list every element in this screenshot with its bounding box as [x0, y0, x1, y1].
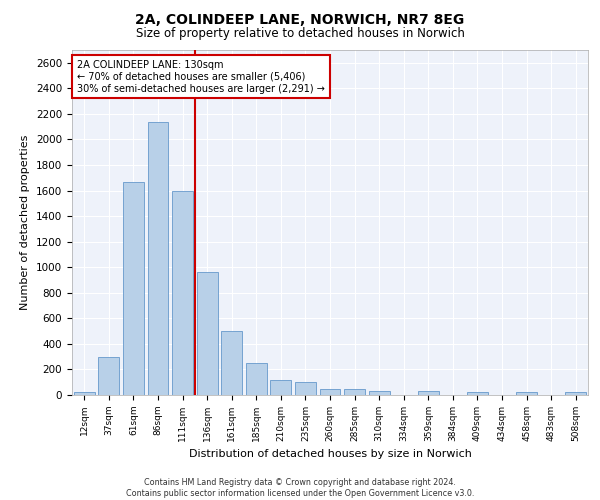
Bar — [172, 190, 193, 395]
Bar — [74, 392, 95, 395]
Bar — [467, 392, 488, 395]
Text: 2A, COLINDEEP LANE, NORWICH, NR7 8EG: 2A, COLINDEEP LANE, NORWICH, NR7 8EG — [136, 12, 464, 26]
Bar — [148, 122, 169, 395]
Bar — [246, 363, 267, 395]
Bar — [368, 390, 389, 395]
Bar — [98, 356, 119, 395]
Bar — [320, 388, 340, 395]
Y-axis label: Number of detached properties: Number of detached properties — [20, 135, 31, 310]
Bar — [221, 331, 242, 395]
Bar — [516, 392, 537, 395]
Bar — [344, 388, 365, 395]
Text: Size of property relative to detached houses in Norwich: Size of property relative to detached ho… — [136, 28, 464, 40]
X-axis label: Distribution of detached houses by size in Norwich: Distribution of detached houses by size … — [188, 450, 472, 460]
Text: Contains HM Land Registry data © Crown copyright and database right 2024.
Contai: Contains HM Land Registry data © Crown c… — [126, 478, 474, 498]
Bar — [295, 382, 316, 395]
Text: 2A COLINDEEP LANE: 130sqm
← 70% of detached houses are smaller (5,406)
30% of se: 2A COLINDEEP LANE: 130sqm ← 70% of detac… — [77, 60, 325, 94]
Bar — [123, 182, 144, 395]
Bar — [418, 391, 439, 395]
Bar — [565, 392, 586, 395]
Bar — [271, 380, 292, 395]
Bar — [197, 272, 218, 395]
